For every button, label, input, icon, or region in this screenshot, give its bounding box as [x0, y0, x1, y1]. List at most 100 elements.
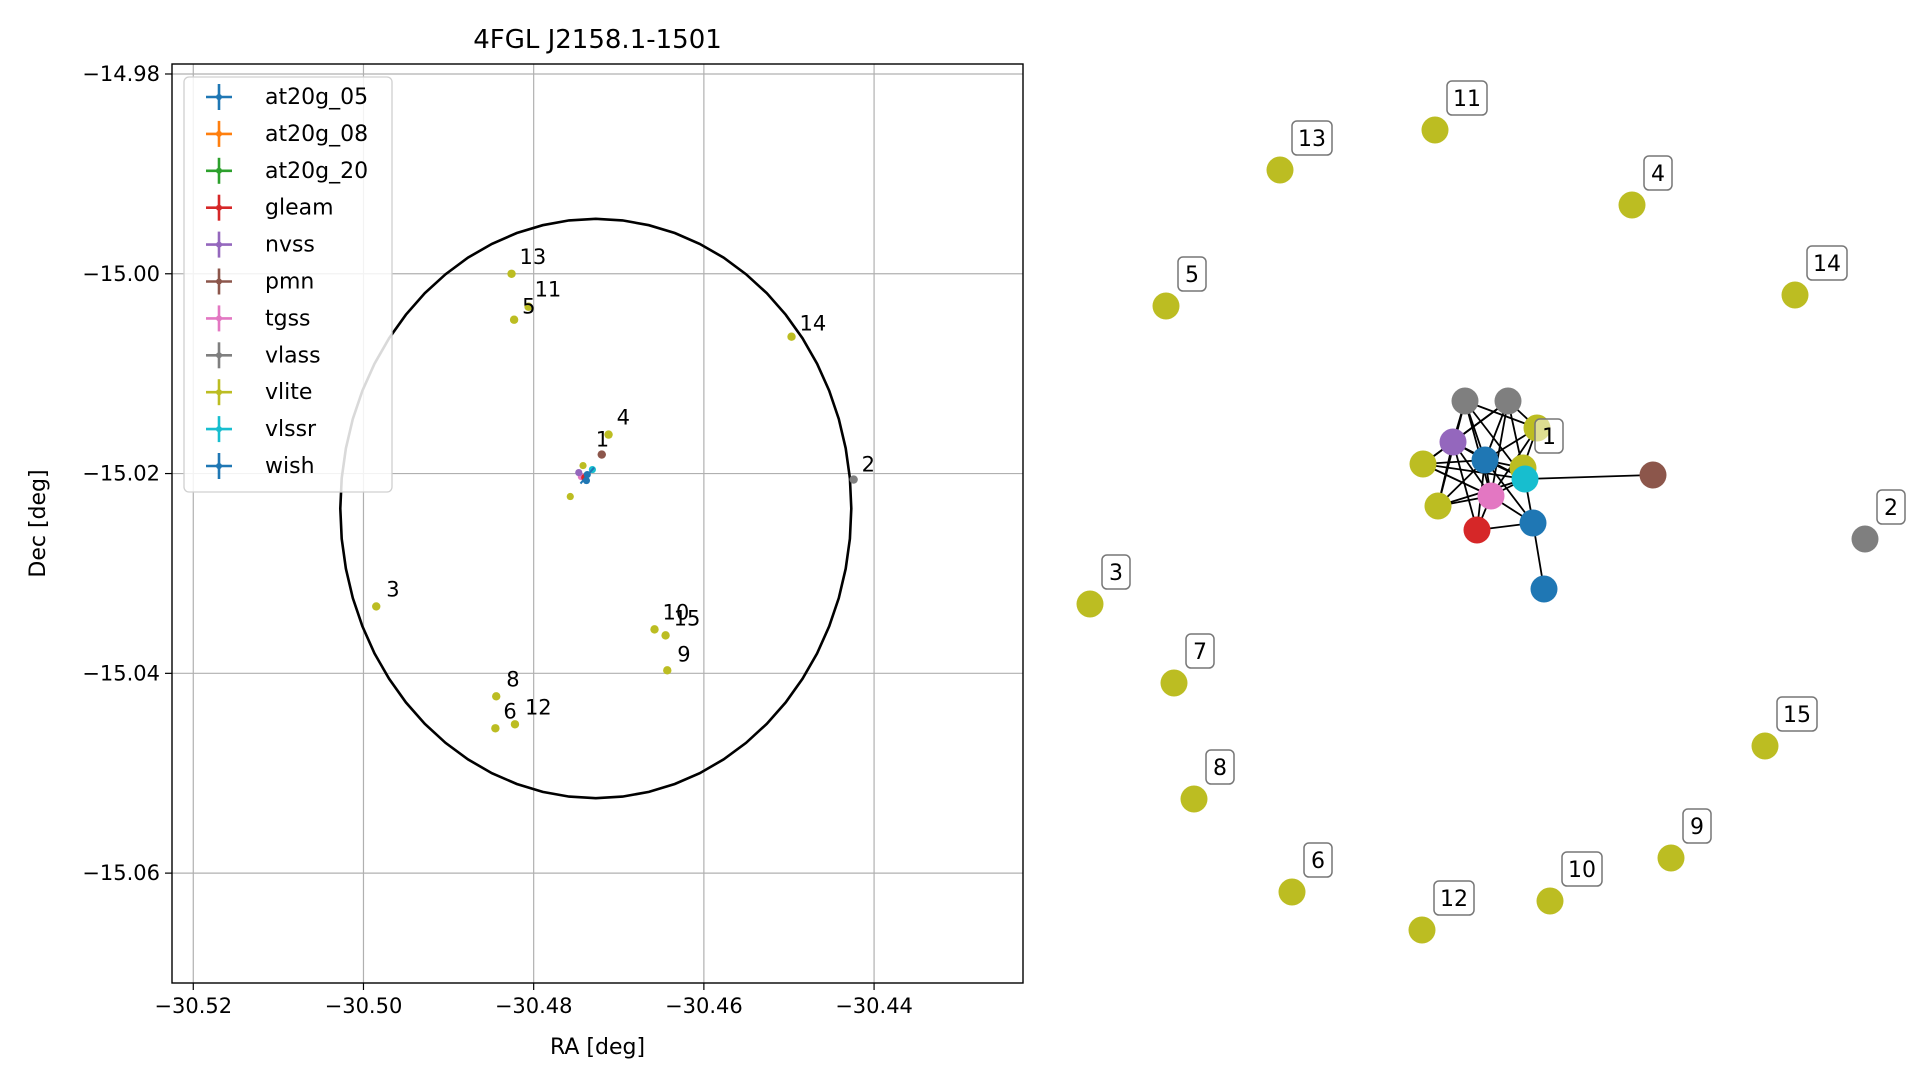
- node-label: 2: [1884, 496, 1898, 521]
- data-point: [492, 692, 501, 701]
- node-label: 9: [1690, 815, 1704, 840]
- legend-marker-dot: [216, 315, 222, 322]
- legend-label: tgss: [265, 306, 311, 331]
- data-point: [604, 430, 613, 439]
- axes-frame: [171, 63, 1024, 984]
- x-axis-label: RA [deg]: [550, 1035, 645, 1060]
- y-axis-label: Dec [deg]: [26, 469, 51, 577]
- point-label: 4: [617, 406, 630, 430]
- legend-marker-dot: [216, 94, 222, 100]
- legend-marker-dot: [216, 241, 222, 248]
- point-label: 2: [862, 453, 875, 477]
- legend-marker-dot: [216, 463, 222, 469]
- legend-label: vlssr: [265, 417, 317, 442]
- point-label: 13: [520, 245, 547, 269]
- node-label-box: [1177, 256, 1207, 292]
- node-label: 14: [1813, 252, 1841, 277]
- point-label: 5: [522, 295, 535, 319]
- node-label-box: [1185, 633, 1215, 669]
- legend-label: at20g_20: [265, 159, 368, 184]
- data-point: [849, 475, 858, 484]
- node-label-box: [1876, 489, 1906, 525]
- legend-marker-dot: [216, 389, 222, 396]
- data-point: [661, 631, 670, 640]
- graph-node: [1409, 450, 1437, 478]
- graph-edge: [1490, 400, 1509, 497]
- x-tick-label: −30.50: [325, 994, 403, 1018]
- legend-marker-dot: [216, 167, 222, 174]
- graph-node: [1424, 492, 1452, 520]
- legend-label: vlite: [265, 380, 312, 405]
- center-point: [566, 492, 574, 501]
- legend-label: nvss: [265, 233, 315, 258]
- node-label: 12: [1440, 887, 1468, 912]
- legend-label: at20g_05: [265, 85, 368, 110]
- node-label: 4: [1651, 162, 1665, 187]
- graph-node: [1421, 116, 1449, 144]
- graph-node: [1530, 575, 1558, 603]
- point-label: 11: [535, 278, 562, 302]
- point-label: 8: [506, 667, 519, 691]
- graph-node: [1639, 461, 1667, 489]
- x-tick-label: −30.48: [495, 994, 573, 1018]
- node-label-box: [1303, 842, 1333, 878]
- node-label: 11: [1453, 87, 1481, 112]
- data-point: [510, 720, 520, 729]
- x-tick-label: −30.44: [835, 994, 913, 1018]
- center-point: [575, 468, 583, 477]
- graph-node: [1451, 387, 1479, 415]
- graph-node: [1494, 387, 1522, 415]
- data-point: [524, 302, 533, 311]
- point-label: 10: [663, 600, 690, 624]
- chart-title: 4FGL J2158.1-1501: [473, 25, 722, 55]
- graph-edge: [1524, 474, 1654, 480]
- node-label-box: [1682, 808, 1712, 844]
- node-label: 10: [1568, 858, 1596, 883]
- graph-edge: [1452, 441, 1478, 531]
- search-circle: [338, 217, 853, 800]
- graph-node: [1076, 590, 1104, 618]
- graph-node: [1266, 156, 1294, 184]
- data-point: [491, 724, 500, 733]
- y-tick-label: −15.00: [82, 262, 160, 286]
- graph-node: [1160, 669, 1188, 697]
- legend-marker-dot: [216, 426, 222, 433]
- point-label: 1: [596, 428, 609, 452]
- data-point: [597, 450, 606, 459]
- graph-node: [1536, 887, 1564, 915]
- node-label-box: [1101, 554, 1131, 590]
- node-label: 3: [1109, 561, 1123, 586]
- graph-node: [1439, 428, 1467, 456]
- y-tick-label: −15.06: [82, 861, 160, 885]
- y-tick-label: −15.04: [82, 661, 160, 685]
- graph-node: [1511, 465, 1539, 493]
- legend-label: pmn: [265, 270, 314, 295]
- node-label-box: [1806, 245, 1848, 281]
- point-label: 14: [800, 312, 827, 336]
- legend-box: [183, 76, 393, 493]
- node-label-box: [1205, 749, 1235, 785]
- graph-node: [1180, 785, 1208, 813]
- node-label: 15: [1783, 703, 1811, 728]
- cluster-errorbar: [579, 466, 595, 485]
- node-label-box: [1643, 155, 1673, 191]
- x-tick-label: −30.46: [665, 994, 743, 1018]
- legend-marker-dot: [216, 278, 222, 285]
- legend-label: gleam: [265, 196, 334, 221]
- point-label: 3: [386, 577, 399, 601]
- graph-node: [1408, 916, 1436, 944]
- graph-node: [1278, 878, 1306, 906]
- data-point: [650, 625, 659, 634]
- node-label-box: [1776, 696, 1818, 732]
- node-label: 5: [1185, 263, 1199, 288]
- graph-node: [1477, 482, 1505, 510]
- node-label: 6: [1311, 849, 1325, 874]
- legend-label: wish: [265, 454, 315, 479]
- legend-marker-dot: [216, 130, 222, 137]
- node-label: 8: [1213, 756, 1227, 781]
- point-label: 12: [525, 695, 552, 719]
- graph-node: [1463, 516, 1491, 544]
- x-tick-label: −30.52: [154, 994, 232, 1018]
